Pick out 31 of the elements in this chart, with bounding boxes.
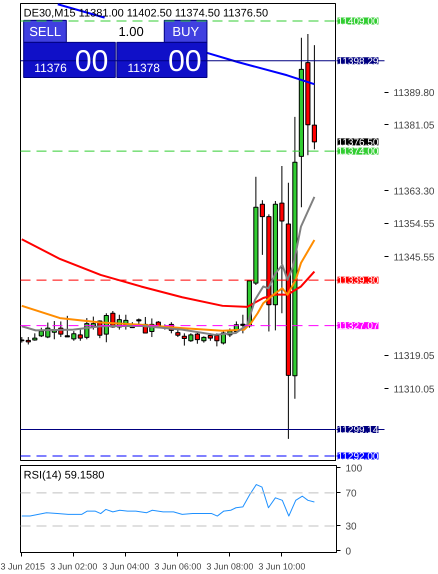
y-tick-label: 100 — [346, 463, 363, 474]
y-tick-label: 11319.05 — [394, 350, 435, 362]
y-tick-label: 11363.30 — [394, 186, 435, 198]
text: 11376.50 — [338, 137, 379, 148]
y-tick-label: 30 — [346, 521, 358, 532]
y-tick-label: 11345.55 — [394, 252, 435, 264]
ref-line-label: 11299.14 — [338, 424, 379, 436]
annotation: 00 — [74, 45, 108, 78]
ref-line-label: 11292.00 — [338, 452, 379, 463]
y-tick-label: 11389.80 — [394, 88, 435, 99]
annotation: 11376 — [34, 60, 68, 75]
y-tick-label: 70 — [346, 488, 358, 500]
x-tick-label: 3 Jun 10:00 — [258, 562, 306, 572]
y-tick-label: 11381.05 — [394, 120, 435, 132]
x-tick-label: 3 Jun 08:00 — [206, 562, 254, 572]
chart-title: RSI(14) 59.1580 — [24, 470, 104, 482]
y-tick-label: 11310.05 — [394, 384, 435, 396]
x-tick-label: 3 Jun 2015 — [0, 562, 46, 572]
x-tick-label: 3 Jun 02:00 — [50, 562, 98, 572]
x-tick-label: 3 Jun 06:00 — [154, 562, 202, 572]
line-series — [21, 484, 315, 517]
annotation: 00 — [168, 45, 202, 78]
x-tick-label: 3 Jun 04:00 — [102, 562, 150, 572]
annotation: 1.00 — [118, 24, 144, 39]
annotation: 11378 — [128, 60, 160, 75]
ref-line-label: 11398.29 — [338, 56, 379, 68]
ref-line-label: 11409.00 — [338, 16, 379, 28]
y-tick-label: 11354.55 — [394, 218, 435, 230]
y-tick-label: 0 — [346, 546, 352, 558]
annotation: SELL — [29, 24, 62, 39]
annotation: BUY — [172, 24, 200, 39]
